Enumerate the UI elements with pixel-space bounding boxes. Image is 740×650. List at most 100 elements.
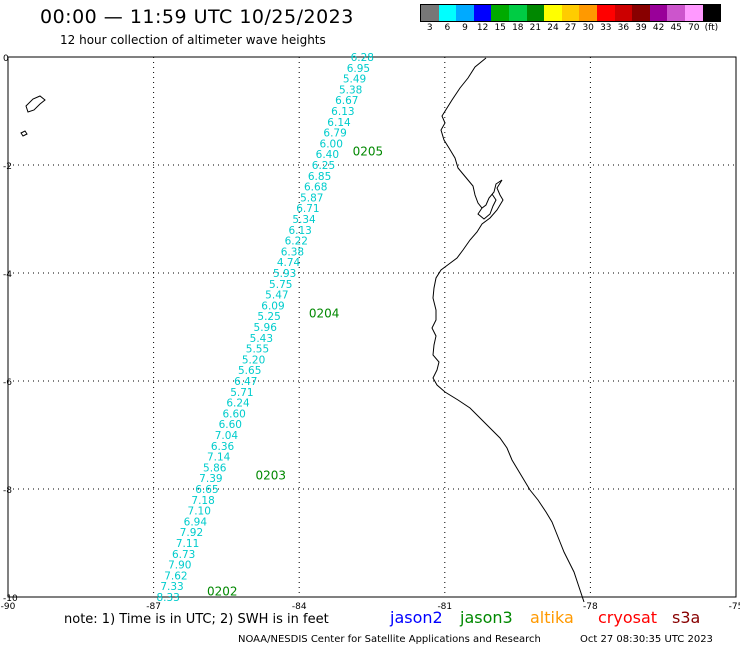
legend-label: 9 <box>462 23 468 33</box>
generated-timestamp: Oct 27 08:30:35 UTC 2023 <box>580 634 713 645</box>
track-value: 5.25 <box>257 311 280 323</box>
track-value: 7.90 <box>168 560 191 572</box>
legend-swatch <box>579 5 597 21</box>
satellite-name: jason2 <box>390 608 443 627</box>
track-value: 6.24 <box>226 398 250 410</box>
pass-time-label: 0205 <box>353 145 384 159</box>
small-island-path <box>20 130 28 137</box>
track-value: 6.73 <box>172 549 195 561</box>
track-value: 6.09 <box>261 300 284 312</box>
track-value: 5.55 <box>246 344 269 356</box>
latitude-tick-label: -10 <box>3 594 18 604</box>
wave-height-legend: 3 6 9 12 15 18 21 24 27 30 33 36 39 42 45 70 (ft) <box>420 4 722 36</box>
track-value: 6.60 <box>219 419 242 431</box>
legend-swatch <box>596 5 615 21</box>
track-value: 5.49 <box>343 74 366 86</box>
pass-time-label: 0203 <box>256 469 287 483</box>
track-value: 6.25 <box>312 160 335 172</box>
legend-label: 70 <box>688 23 700 33</box>
longitude-tick-label: -87 <box>146 602 161 610</box>
legend-swatch <box>508 5 527 21</box>
track-value: 5.87 <box>300 192 323 204</box>
track-value: 5.96 <box>254 322 278 334</box>
legend-swatch <box>561 5 580 21</box>
map-title: 00:00 — 11:59 UTC 10/25/2023 <box>40 6 354 28</box>
track-value: 6.47 <box>234 376 257 388</box>
legend-label: 30 <box>582 23 594 33</box>
legend-swatch <box>544 5 562 21</box>
satellite-name: cryosat <box>598 608 658 627</box>
track-value: 5.47 <box>265 290 288 302</box>
track-value: 7.04 <box>215 430 239 442</box>
legend-swatch <box>456 5 474 21</box>
legend-swatch <box>438 5 457 21</box>
legend-swatch <box>649 5 668 21</box>
track-value: 6.65 <box>195 484 218 496</box>
legend-swatch <box>614 5 633 21</box>
track-value: 5.71 <box>230 387 253 399</box>
track-value: 6.79 <box>323 128 346 140</box>
pass-labels: 0205 0204 0203 0202 <box>207 145 383 599</box>
longitude-tick-label: -78 <box>583 602 598 610</box>
track-value: 5.65 <box>238 365 261 377</box>
legend-label: 12 <box>476 23 489 33</box>
lat-lon-grid: -90 -87 -84 -81 -78 -75 0 -2 -4 -6 -8 -10 <box>1 54 740 610</box>
track-value: 6.22 <box>285 236 308 248</box>
track-value: 6.60 <box>222 408 245 420</box>
legend-label: 33 <box>600 23 612 33</box>
latitude-tick-label: -6 <box>3 378 12 388</box>
legend-label: 24 <box>547 23 559 33</box>
pass-time-label: 0204 <box>309 307 340 321</box>
track-value: 6.40 <box>316 149 339 161</box>
track-value: 6.14 <box>327 117 351 129</box>
track-value: 5.75 <box>269 279 292 291</box>
longitude-tick-label: -84 <box>292 602 307 610</box>
track-value: 7.11 <box>176 538 199 550</box>
track-value: 6.71 <box>296 203 319 215</box>
track-value: 6.13 <box>288 225 311 237</box>
track-value: 5.93 <box>273 268 296 280</box>
track-value: 7.33 <box>160 581 183 593</box>
legend-label: 21 <box>529 23 542 33</box>
legend-swatch <box>684 5 703 21</box>
track-value: 6.94 <box>184 516 208 528</box>
track-value: 6.38 <box>281 246 304 258</box>
track-value: 6.00 <box>320 138 343 150</box>
galapagos-islands <box>20 95 46 137</box>
latitude-tick-label: -4 <box>3 270 12 280</box>
track-value: 7.62 <box>164 570 187 582</box>
legend-label: 45 <box>670 23 682 33</box>
map-frame <box>7 56 737 598</box>
legend-label: 39 <box>635 23 647 33</box>
isabela-island-path <box>25 95 46 113</box>
track-value: 5.20 <box>242 354 265 366</box>
longitude-tick-label: -90 <box>1 602 16 610</box>
pass-time-label: 0202 <box>207 585 238 599</box>
satellite-name: s3a <box>672 608 701 627</box>
track-value: 7.18 <box>191 495 214 507</box>
track-value: 5.34 <box>292 214 316 226</box>
legend-swatches <box>420 4 722 22</box>
latitude-tick-label: -8 <box>3 486 12 496</box>
track-value: 7.14 <box>207 452 231 464</box>
legend-swatch <box>702 5 721 21</box>
track-value: 6.85 <box>308 171 331 183</box>
track-value: 7.92 <box>180 527 203 539</box>
legend-swatch <box>632 5 650 21</box>
track-value: 6.36 <box>211 441 235 453</box>
legend-label: 27 <box>564 23 577 33</box>
legend-label: 3 <box>426 23 433 33</box>
satellite-name: jason3 <box>460 608 513 627</box>
track-value: 6.67 <box>335 95 358 107</box>
track-value: 4.74 <box>277 257 301 269</box>
track-value: 6.28 <box>351 52 374 64</box>
gulf-shoreline-path <box>477 193 497 220</box>
map-subtitle: 12 hour collection of altimeter wave hei… <box>60 33 326 47</box>
coastline <box>431 57 585 603</box>
legend-swatch <box>473 5 492 21</box>
legend-swatch <box>421 5 439 21</box>
track-value: 6.68 <box>304 182 327 194</box>
track-value: 7.39 <box>199 473 222 485</box>
legend-label: 6 <box>444 23 451 33</box>
coastline-path <box>431 57 585 603</box>
